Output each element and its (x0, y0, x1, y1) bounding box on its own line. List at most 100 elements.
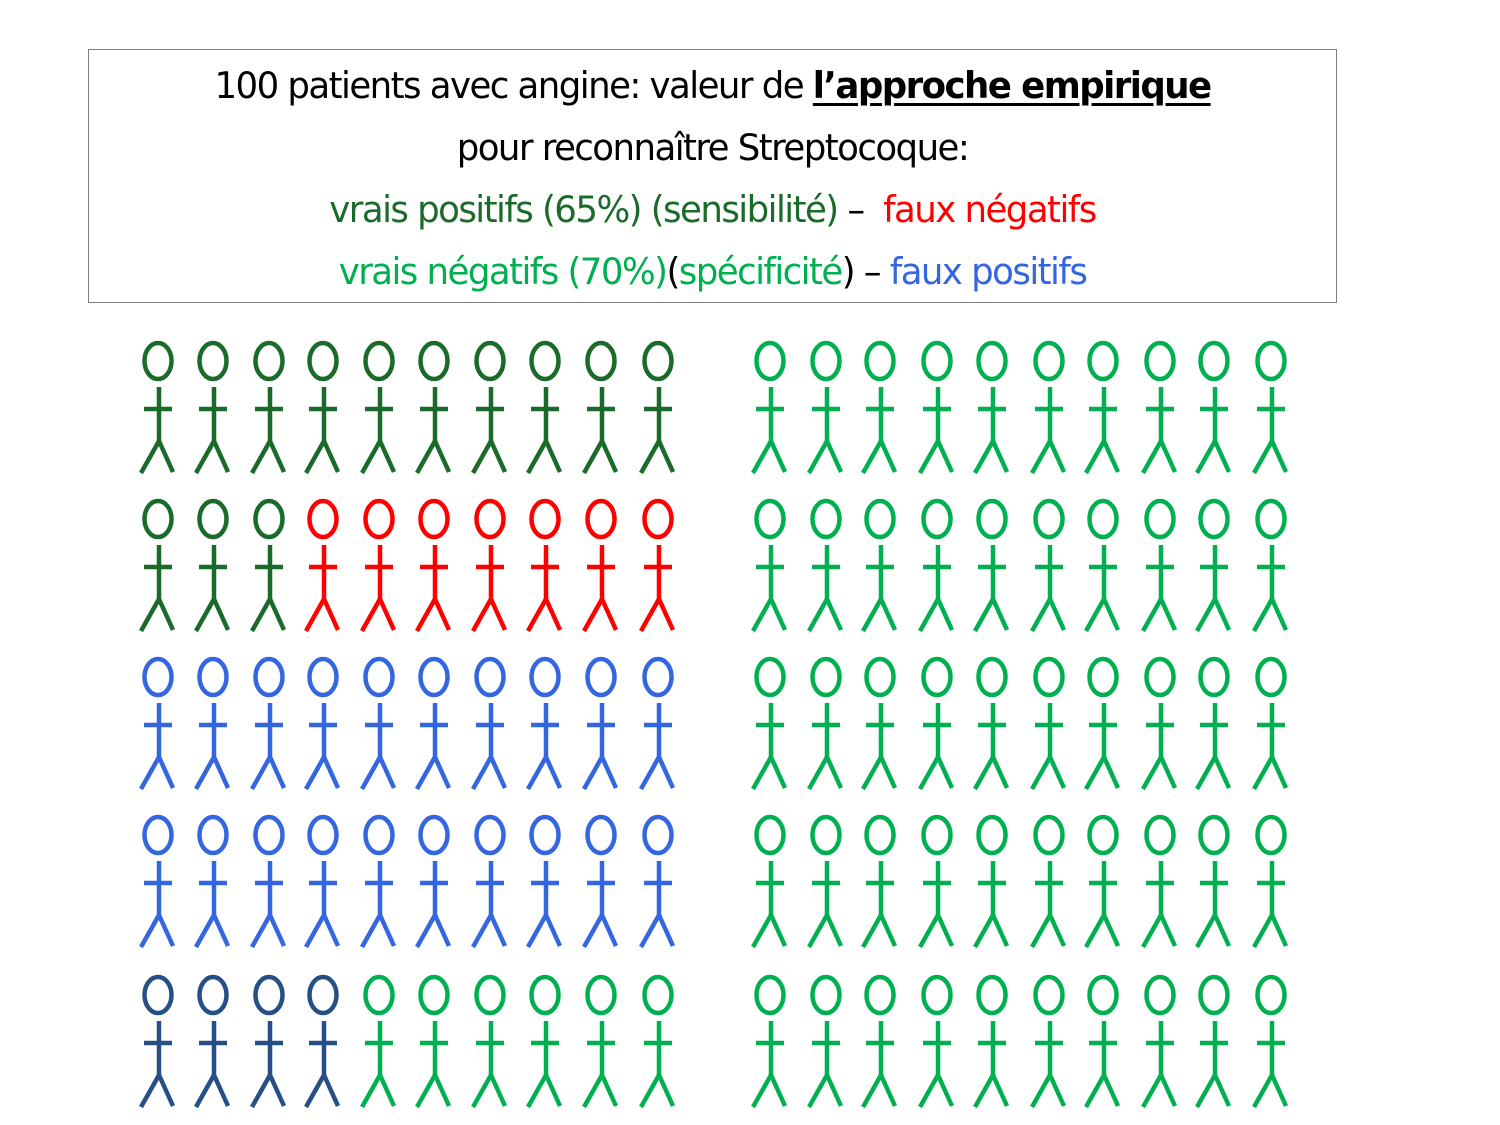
patient-figure-icon (1141, 340, 1178, 475)
patient-figure-icon (973, 814, 1010, 949)
patient-figure-icon (1084, 498, 1121, 633)
patient-figure-icon (304, 974, 341, 1109)
patient-figure-icon (751, 498, 788, 633)
patient-figure-icon (304, 340, 341, 475)
patient-figure-icon (1030, 814, 1067, 949)
patient-figure-icon (1030, 498, 1067, 633)
patient-figure-icon (1030, 656, 1067, 791)
patient-figure-icon (471, 656, 508, 791)
patient-figure-icon (139, 656, 176, 791)
patient-figure-icon (526, 498, 563, 633)
block-left (139, 340, 676, 1109)
patient-figure-icon (415, 814, 452, 949)
patient-figure-icon (1030, 974, 1067, 1109)
patient-figure-icon (471, 974, 508, 1109)
patient-figure-icon (1141, 814, 1178, 949)
patient-figure-icon (139, 974, 176, 1109)
patient-figure-icon (751, 814, 788, 949)
patient-figure-icon (526, 656, 563, 791)
patient-figure-icon (861, 974, 898, 1109)
patient-figure-icon (1195, 656, 1232, 791)
patient-figure-icon (582, 974, 619, 1109)
patient-figure-icon (415, 974, 452, 1109)
title-emphasis: l’approche empirique (812, 64, 1212, 107)
patient-figure-icon (194, 656, 231, 791)
patient-figure-icon (1252, 814, 1289, 949)
patient-figure-icon (973, 498, 1010, 633)
patient-figure-icon (751, 340, 788, 475)
patient-figure-icon (1030, 340, 1067, 475)
patient-figure-icon (918, 340, 955, 475)
title-prefix: 100 patients avec angine: valeur de (214, 64, 813, 107)
block-right (751, 340, 1289, 1109)
patient-figure-icon (973, 656, 1010, 791)
patient-figure-icon (582, 498, 619, 633)
patient-figure-icon (807, 340, 844, 475)
patient-figure-icon (250, 974, 287, 1109)
patient-figure-icon (918, 656, 955, 791)
patient-figure-icon (194, 340, 231, 475)
patient-figure-icon (807, 656, 844, 791)
patient-figure-icon (526, 814, 563, 949)
false-negative-label: faux négatifs (883, 188, 1097, 231)
patient-figure-icon (1195, 814, 1232, 949)
patient-figure-icon (1084, 340, 1121, 475)
title-line-2: pour reconnaître Streptocoque: (456, 126, 970, 169)
patient-figure-icon (471, 498, 508, 633)
patient-figure-icon (139, 814, 176, 949)
patient-figure-icon (250, 656, 287, 791)
patient-figure-icon (360, 340, 397, 475)
patient-figure-icon (639, 656, 676, 791)
patient-figure-icon (582, 814, 619, 949)
patient-figure-icon (526, 340, 563, 475)
patient-figure-icon (415, 498, 452, 633)
paren-close: ) (841, 250, 856, 293)
paren-open: ( (666, 250, 680, 293)
patient-figure-icon (639, 814, 676, 949)
patient-figure-icon (360, 814, 397, 949)
patient-figure-icon (807, 814, 844, 949)
patient-figure-icon (194, 814, 231, 949)
patient-figure-icon (639, 498, 676, 633)
separator: – (854, 250, 890, 293)
patient-figure-icon (304, 656, 341, 791)
specificity-label: spécificité (678, 250, 843, 293)
title-line-1: 100 patients avec angine: valeur de l’ap… (105, 55, 1320, 117)
patient-figure-icon (1252, 340, 1289, 475)
patient-figure-icon (139, 340, 176, 475)
patient-figure-icon (194, 498, 231, 633)
patient-figure-icon (1252, 498, 1289, 633)
patient-figure-icon (250, 498, 287, 633)
true-negative-label: vrais négatifs (70%) (338, 250, 668, 293)
patient-figure-icon (360, 974, 397, 1109)
patient-figure-icon (639, 974, 676, 1109)
patient-figure-icon (194, 974, 231, 1109)
patient-figure-icon (973, 340, 1010, 475)
patient-figure-icon (1141, 498, 1178, 633)
title-box: 100 patients avec angine: valeur de l’ap… (88, 49, 1337, 303)
patient-figure-icon (861, 340, 898, 475)
patient-figure-icon (918, 498, 955, 633)
patient-figure-icon (861, 656, 898, 791)
patient-figure-icon (973, 974, 1010, 1109)
patient-figure-icon (1195, 340, 1232, 475)
patient-figure-icon (1141, 656, 1178, 791)
patient-figure-icon (415, 340, 452, 475)
patient-figure-icon (918, 814, 955, 949)
patient-figure-icon (1084, 814, 1121, 949)
patient-figure-icon (471, 814, 508, 949)
patient-figure-icon (807, 498, 844, 633)
patient-figure-icon (751, 656, 788, 791)
patient-figure-icon (1252, 974, 1289, 1109)
title-line-4: vrais négatifs (70%)(spécificité) – faux… (105, 241, 1320, 303)
patient-figure-icon (471, 340, 508, 475)
patient-figure-icon (304, 498, 341, 633)
title-line-3: vrais positifs (65%) (sensibilité) – fau… (105, 179, 1320, 241)
patient-figure-icon (861, 814, 898, 949)
patient-figure-icon (360, 656, 397, 791)
patient-figure-icon (1195, 974, 1232, 1109)
patient-figure-icon (250, 340, 287, 475)
patient-figure-icon (639, 340, 676, 475)
patient-figure-icon (861, 498, 898, 633)
patient-figure-icon (526, 974, 563, 1109)
